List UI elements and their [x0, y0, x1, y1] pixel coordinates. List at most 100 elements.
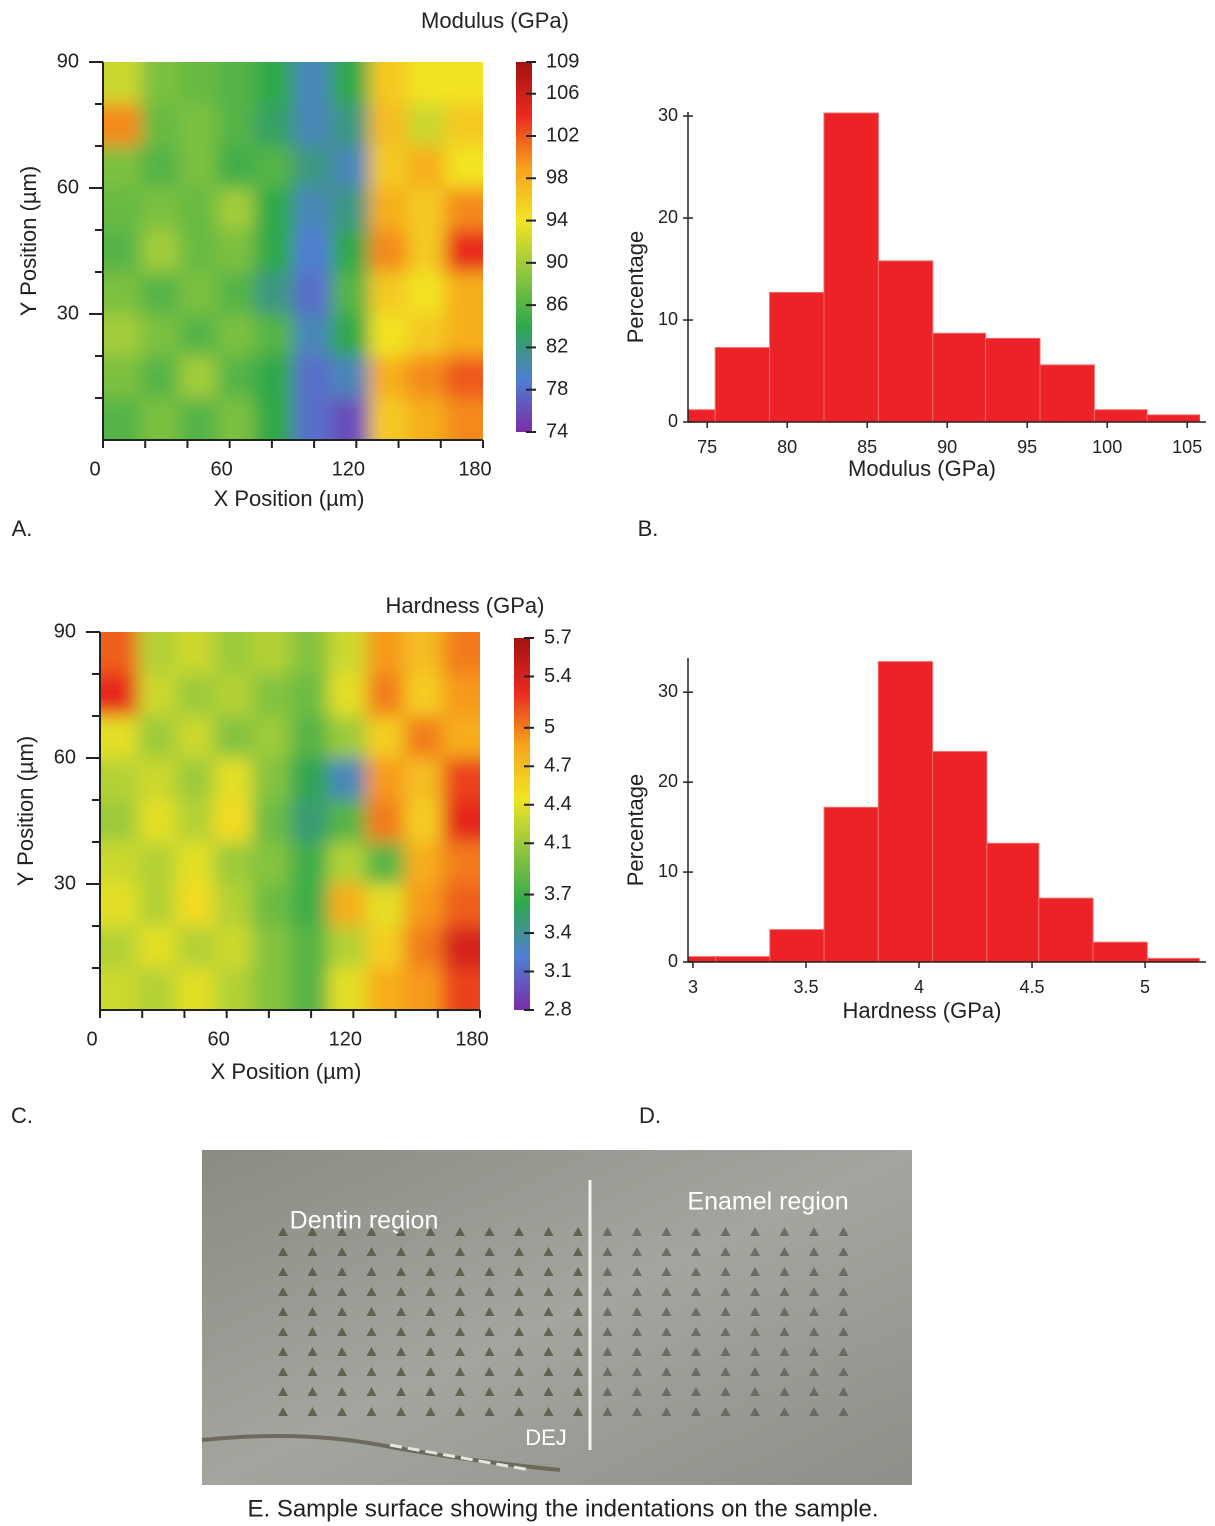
bar: [1039, 364, 1095, 422]
heatmap-cell: [138, 632, 177, 675]
bar: [1093, 409, 1148, 422]
heatmap-cell: [407, 146, 446, 189]
heatmap-cell: [445, 314, 483, 357]
indent: [720, 1367, 731, 1376]
heatmap-cell: [100, 632, 139, 675]
heatmap-cell: [293, 146, 332, 189]
heatmap-cell: [214, 968, 253, 1010]
indent: [661, 1347, 672, 1356]
bar: [986, 842, 1040, 962]
heatmap-cell: [103, 272, 142, 315]
heatmap-cell: [141, 314, 180, 357]
y-tick-label: 30: [658, 105, 678, 125]
heatmap-cell: [290, 674, 329, 717]
indent: [455, 1247, 465, 1256]
heatmap-cell: [214, 716, 253, 759]
bar: [877, 661, 934, 962]
indent: [720, 1287, 731, 1296]
indent: [573, 1347, 583, 1356]
y-tick-label: 30: [658, 681, 678, 701]
heatmap-cell: [293, 272, 332, 315]
heatmap-cell: [255, 104, 294, 147]
heatmap-cell: [138, 842, 177, 885]
y-tick-label: 60: [57, 176, 79, 198]
colorbar-tick-label: 86: [546, 293, 568, 315]
heatmap-cell: [255, 146, 294, 189]
heatmap-cell: [290, 716, 329, 759]
indent: [425, 1347, 436, 1356]
indent: [750, 1267, 760, 1276]
colorbar-tick-label: 4.1: [544, 832, 572, 854]
indent: [337, 1407, 347, 1416]
heatmap-cell: [442, 926, 480, 969]
indent: [307, 1367, 318, 1376]
heatmap-cell: [407, 62, 446, 105]
indent: [691, 1267, 701, 1276]
heatmap-cell: [214, 632, 253, 675]
heatmap-cell: [366, 926, 405, 969]
colorbar-tick-label: 5.7: [544, 626, 572, 648]
heatmap-cell: [404, 632, 443, 675]
indent: [425, 1227, 436, 1236]
y-tick-label: 30: [54, 872, 76, 894]
indent: [425, 1267, 436, 1276]
x-axis-label: Hardness (GPa): [843, 998, 1002, 1023]
sample-photo: Dentin region Enamel region DEJ: [201, 1150, 912, 1485]
bar: [823, 806, 879, 962]
indent: [543, 1227, 554, 1236]
heatmap-cell: [328, 926, 367, 969]
indent: [455, 1387, 465, 1396]
panel-label: A.: [12, 516, 33, 541]
heatmap-cell: [103, 314, 142, 357]
indent: [396, 1247, 406, 1256]
heatmap-cell: [290, 884, 329, 927]
heatmap-cell: [217, 146, 256, 189]
indent: [366, 1307, 377, 1316]
indent: [632, 1227, 642, 1236]
x-tick-label: 5: [1140, 977, 1150, 997]
indent: [514, 1287, 524, 1296]
colorbar: [514, 638, 530, 1010]
indent: [809, 1267, 819, 1276]
indent: [514, 1247, 524, 1256]
x-tick-label: 4.5: [1020, 977, 1045, 997]
heatmap-cell: [100, 926, 139, 969]
indent: [838, 1247, 849, 1256]
indent: [484, 1347, 495, 1356]
heatmap-cell: [366, 758, 405, 801]
panel-label: B.: [638, 516, 659, 541]
x-tick-label: 120: [332, 458, 365, 480]
heatmap-cell: [331, 188, 370, 231]
heatmap-cell: [179, 272, 218, 315]
colorbar-tick-label: 3.4: [544, 921, 572, 943]
indent: [366, 1267, 377, 1276]
y-tick-label: 20: [658, 207, 678, 227]
heatmap-cell: [328, 758, 367, 801]
heatmap-cell: [103, 398, 142, 440]
heatmap-cell: [176, 800, 215, 843]
indent: [307, 1227, 318, 1236]
colorbar-tick-label: 4.7: [544, 755, 572, 777]
indent: [632, 1407, 642, 1416]
x-axis-label: Modulus (GPa): [848, 456, 996, 481]
y-tick-label: 10: [658, 309, 678, 329]
indent: [307, 1327, 318, 1336]
heatmap-cell: [293, 62, 332, 105]
indent: [779, 1367, 790, 1376]
indent: [278, 1407, 288, 1416]
heatmap-cell: [366, 884, 405, 927]
indent: [602, 1327, 613, 1336]
dej-label: DEJ: [525, 1425, 567, 1450]
indent: [691, 1247, 701, 1256]
indent: [779, 1307, 790, 1316]
indent: [809, 1407, 819, 1416]
indent: [602, 1307, 613, 1316]
indent: [337, 1267, 347, 1276]
indent: [573, 1387, 583, 1396]
colorbar-tick-label: 94: [546, 209, 568, 231]
indent: [691, 1407, 701, 1416]
heatmap-cell: [176, 632, 215, 675]
heatmap-cell: [252, 632, 291, 675]
x-tick-label: 80: [777, 437, 797, 457]
